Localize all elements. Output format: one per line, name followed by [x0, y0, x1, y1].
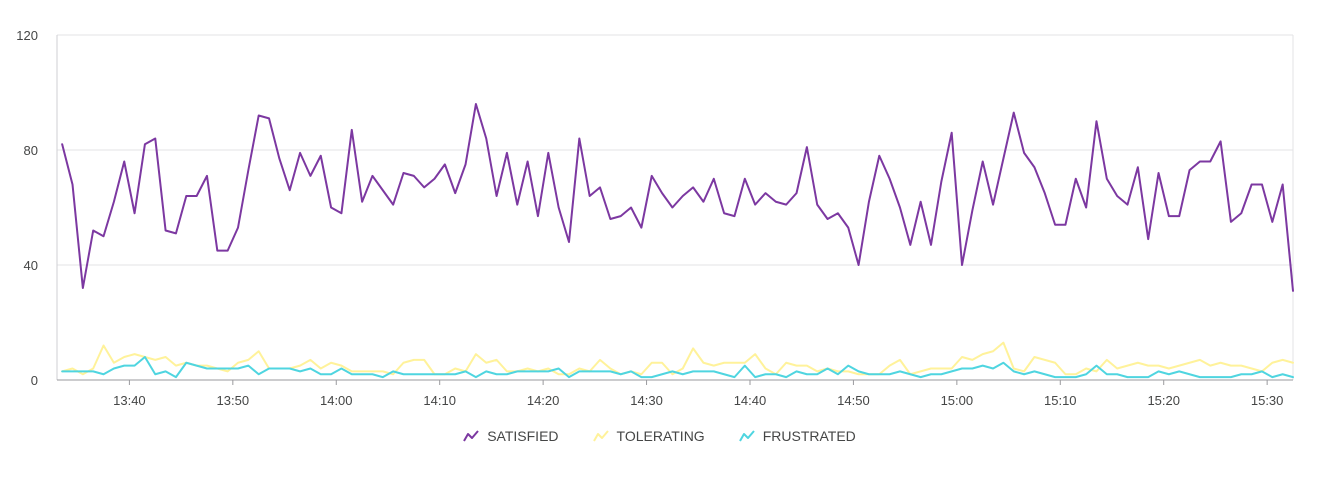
line-trend-icon: [463, 430, 479, 442]
legend-item-satisfied[interactable]: SATISFIED: [463, 428, 559, 444]
y-tick-label: 40: [24, 258, 38, 273]
axis-layer: 0 40 80 120 13:40 13:50 14:00 14:10 14:20 14:30 14…: [16, 28, 1293, 408]
y-tick-label: 0: [31, 373, 38, 388]
x-tick-label: 14:50: [837, 393, 870, 408]
legend-item-frustrated[interactable]: FRUSTRATED: [738, 428, 856, 444]
series-line-satisfied[interactable]: [61, 103, 1294, 292]
series-line-frustrated[interactable]: [61, 356, 1294, 379]
x-tick-label: 15:20: [1147, 393, 1180, 408]
x-tick-label: 14:00: [320, 393, 353, 408]
x-tick-label: 15:10: [1044, 393, 1077, 408]
line-trend-icon: [738, 430, 755, 442]
chart-canvas: 0 40 80 120 13:40 13:50 14:00 14:10 14:20 14:30 14…: [16, 28, 1294, 408]
line-trend-icon: [592, 430, 609, 442]
y-tick-label: 120: [16, 28, 38, 43]
series-line-tolerating[interactable]: [61, 341, 1294, 376]
series-layer: [61, 103, 1294, 379]
x-tick-label: 15:30: [1251, 393, 1284, 408]
chart-legend: SATISFIED TOLERATING FRUSTRATED: [0, 428, 1319, 444]
x-tick-label: 13:40: [113, 393, 146, 408]
x-tick-label: 14:30: [630, 393, 663, 408]
grid-layer: [56, 34, 1294, 380]
legend-item-tolerating[interactable]: TOLERATING: [592, 428, 705, 444]
x-tick-label: 15:00: [941, 393, 974, 408]
legend-label-frustrated: FRUSTRATED: [762, 428, 856, 444]
legend-label-tolerating: TOLERATING: [616, 428, 705, 444]
y-tick-label: 80: [24, 143, 38, 158]
x-tick-label: 13:50: [217, 393, 250, 408]
x-tick-label: 14:40: [734, 393, 767, 408]
x-tick-label: 14:20: [527, 393, 560, 408]
x-tick-label: 14:10: [423, 393, 456, 408]
legend-label-satisfied: SATISFIED: [487, 428, 559, 444]
